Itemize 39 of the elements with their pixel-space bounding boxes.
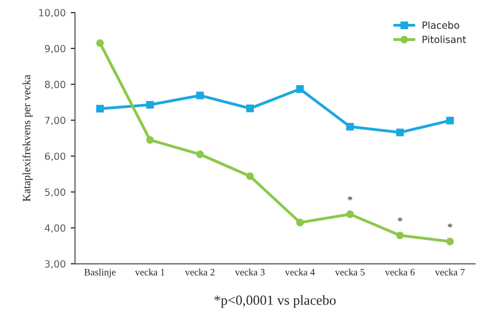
- point: [146, 100, 154, 109]
- y-tick-label: 3,00: [45, 260, 66, 269]
- y-tick-label: 10,00: [39, 9, 66, 18]
- point: [396, 128, 404, 136]
- x-tick-label: vecka 6: [385, 268, 415, 276]
- annotation: *: [448, 224, 452, 228]
- point: [346, 210, 354, 218]
- point: [296, 85, 304, 93]
- point: [196, 92, 204, 100]
- annotation: *: [398, 217, 402, 222]
- y-tick-label: 6,00: [45, 152, 66, 161]
- y-tick-label: 7,00: [45, 116, 66, 126]
- y-tick-label: 8,00: [44, 80, 66, 90]
- point: [446, 238, 454, 246]
- x-tick-label: Baslinje: [84, 268, 116, 278]
- point: [396, 232, 404, 240]
- x-tick-label: vecka 5: [335, 268, 365, 276]
- x-tick-label: vecka 1: [135, 268, 164, 276]
- annotation: *: [348, 196, 352, 200]
- point: [346, 122, 354, 130]
- text: *p<0,0001 vs placebo: [214, 295, 336, 308]
- y-tick-label: 4,00: [44, 224, 66, 233]
- point: [246, 104, 254, 112]
- y-tick-label: 5,00: [45, 188, 66, 197]
- x-tick-label: vecka 4: [285, 268, 315, 276]
- x-tick-label: vecka 3: [235, 268, 265, 276]
- legend-label: Placebo: [422, 21, 460, 29]
- legend-label: Pitolisant: [422, 36, 466, 44]
- point: [96, 39, 104, 47]
- point: [296, 218, 304, 226]
- point: [96, 104, 104, 113]
- point: [446, 116, 454, 124]
- x-tick-label: vecka 7: [435, 268, 465, 276]
- point: [196, 150, 204, 158]
- point: [146, 136, 154, 144]
- y-tick-label: 9,00: [44, 44, 66, 54]
- x-tick-label: vecka 2: [185, 268, 214, 276]
- point: [246, 172, 254, 180]
- y-axis-title: Kataplexifrekvens per vecka: [22, 74, 33, 202]
